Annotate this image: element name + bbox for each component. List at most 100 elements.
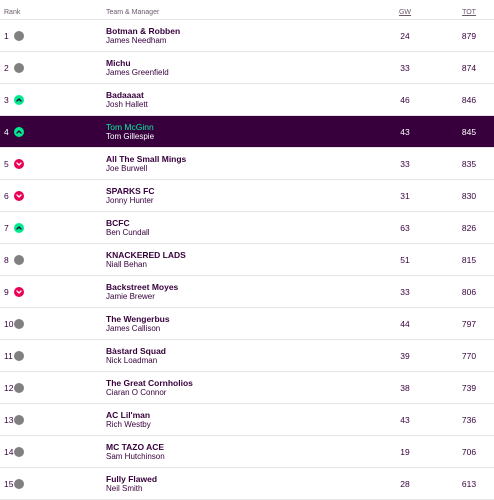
team-manager-cell: The Wengerbus James Callison xyxy=(106,314,372,334)
table-row[interactable]: 3 Badaaaat Josh Hallett 46 846 xyxy=(0,84,494,116)
rank-cell: 3 xyxy=(0,94,106,105)
table-header: Rank Team & Manager GW TOT xyxy=(0,0,494,20)
table-row[interactable]: 13 AC Lil'man Rich Westby 43 736 xyxy=(0,404,494,436)
team-name-link[interactable]: Botman & Robben xyxy=(106,25,181,36)
manager-name: Neil Smith xyxy=(106,483,143,493)
rank-same-icon xyxy=(14,478,24,489)
table-row[interactable]: 2 Michu James Greenfield 33 874 xyxy=(0,52,494,84)
manager-name: Nick Loadman xyxy=(106,355,158,365)
manager-name: Ben Cundall xyxy=(106,227,150,237)
manager-name: James Callison xyxy=(106,323,161,333)
gw-points: 39 xyxy=(400,350,410,361)
table-row[interactable]: 10 The Wengerbus James Callison 44 797 xyxy=(0,308,494,340)
manager-name: Sam Hutchinson xyxy=(106,451,165,461)
manager-name: Jonny Hunter xyxy=(106,195,154,205)
rank-same-icon xyxy=(14,62,24,73)
team-name-link[interactable]: Bàstard Squad xyxy=(106,345,166,356)
rank-cell: 6 xyxy=(0,190,106,201)
rank-number: 2 xyxy=(4,62,9,73)
team-name-link[interactable]: KNACKERED LADS xyxy=(106,249,186,260)
total-points: 826 xyxy=(461,222,477,233)
team-manager-cell: Bàstard Squad Nick Loadman xyxy=(106,346,372,366)
team-manager-cell: KNACKERED LADS Niall Behan xyxy=(106,250,372,270)
team-name-link[interactable]: SPARKS FC xyxy=(106,185,155,196)
table-row[interactable]: 4 Tom McGinn Tom Gillespie 43 845 xyxy=(0,116,494,148)
rank-cell: 7 xyxy=(0,222,106,233)
rank-cell: 9 xyxy=(0,286,106,297)
manager-name: Tom Gillespie xyxy=(106,131,155,141)
team-name-link[interactable]: BCFC xyxy=(106,217,130,228)
gw-points: 51 xyxy=(400,254,410,265)
rank-number: 11 xyxy=(4,350,13,361)
team-manager-cell: Michu James Greenfield xyxy=(106,58,372,78)
table-row[interactable]: 1 Botman & Robben James Needham 24 879 xyxy=(0,20,494,52)
rank-cell: 10 xyxy=(0,318,106,329)
rank-up-icon xyxy=(14,222,24,233)
rank-number: 1 xyxy=(4,30,9,41)
gw-sort-link[interactable]: GW xyxy=(398,9,412,16)
table-row[interactable]: 8 KNACKERED LADS Niall Behan 51 815 xyxy=(0,244,494,276)
rank-number: 13 xyxy=(4,414,14,425)
manager-name: Joe Burwell xyxy=(106,163,148,173)
rank-number: 14 xyxy=(4,446,14,457)
team-name-link[interactable]: Tom McGinn xyxy=(106,121,154,132)
table-row[interactable]: 9 Backstreet Moyes Jamie Brewer 33 806 xyxy=(0,276,494,308)
total-points: 706 xyxy=(461,446,477,457)
total-points: 797 xyxy=(461,318,477,329)
table-row[interactable]: 11 Bàstard Squad Nick Loadman 39 770 xyxy=(0,340,494,372)
rank-cell: 2 xyxy=(0,62,106,73)
rank-cell: 13 xyxy=(0,414,106,425)
team-name-link[interactable]: Badaaaat xyxy=(106,89,144,100)
team-manager-cell: Backstreet Moyes Jamie Brewer xyxy=(106,282,372,302)
team-manager-cell: SPARKS FC Jonny Hunter xyxy=(106,186,372,206)
manager-name: Rich Westby xyxy=(106,419,151,429)
table-row[interactable]: 7 BCFC Ben Cundall 63 826 xyxy=(0,212,494,244)
team-manager-cell: All The Small Mings Joe Burwell xyxy=(106,154,372,174)
gw-points: 38 xyxy=(400,382,410,393)
manager-name: Jamie Brewer xyxy=(106,291,155,301)
team-name-link[interactable]: The Great Cornholios xyxy=(106,377,193,388)
team-name-link[interactable]: Fully Flawed xyxy=(106,473,158,484)
total-points: 770 xyxy=(461,350,477,361)
total-points: 739 xyxy=(461,382,477,393)
team-name-link[interactable]: All The Small Mings xyxy=(106,153,187,164)
rank-number: 6 xyxy=(4,190,9,201)
rank-down-icon xyxy=(14,158,24,169)
rank-same-icon xyxy=(14,350,24,361)
team-name-link[interactable]: The Wengerbus xyxy=(106,313,170,324)
team-manager-cell: The Great Cornholios Ciaran O Connor xyxy=(106,378,372,398)
table-row[interactable]: 12 The Great Cornholios Ciaran O Connor 38 7… xyxy=(0,372,494,404)
tot-sort-link[interactable]: TOT xyxy=(462,9,476,16)
gw-column-header[interactable]: GW xyxy=(372,9,444,16)
gw-points: 44 xyxy=(400,318,410,329)
team-name-link[interactable]: MC TAZO ACE xyxy=(106,441,165,452)
rank-same-icon xyxy=(14,382,24,393)
team-name-link[interactable]: Backstreet Moyes xyxy=(106,281,179,292)
rank-cell: 1 xyxy=(0,30,106,41)
total-points: 835 xyxy=(461,158,477,169)
total-points: 815 xyxy=(461,254,477,265)
gw-points: 46 xyxy=(400,94,410,105)
total-points: 806 xyxy=(461,286,477,297)
rank-cell: 4 xyxy=(0,126,106,137)
rank-same-icon xyxy=(14,318,24,329)
team-name-link[interactable]: AC Lil'man xyxy=(106,409,151,420)
table-row[interactable]: 6 SPARKS FC Jonny Hunter 31 830 xyxy=(0,180,494,212)
rank-number: 10 xyxy=(4,318,14,329)
tot-column-header[interactable]: TOT xyxy=(444,9,494,16)
gw-points: 33 xyxy=(400,62,410,73)
rank-down-icon xyxy=(14,286,24,297)
gw-points: 31 xyxy=(400,190,410,201)
rank-up-icon xyxy=(14,126,24,137)
table-row[interactable]: 15 Fully Flawed Neil Smith 28 613 xyxy=(0,468,494,500)
rank-same-icon xyxy=(14,446,24,457)
table-row[interactable]: 14 MC TAZO ACE Sam Hutchinson 19 706 xyxy=(0,436,494,468)
table-row[interactable]: 5 All The Small Mings Joe Burwell 33 835 xyxy=(0,148,494,180)
gw-points: 33 xyxy=(400,286,410,297)
rank-cell: 11 xyxy=(0,350,106,361)
total-points: 846 xyxy=(461,94,477,105)
rank-up-icon xyxy=(14,94,24,105)
team-name-link[interactable]: Michu xyxy=(106,57,131,68)
team-manager-cell: MC TAZO ACE Sam Hutchinson xyxy=(106,442,372,462)
